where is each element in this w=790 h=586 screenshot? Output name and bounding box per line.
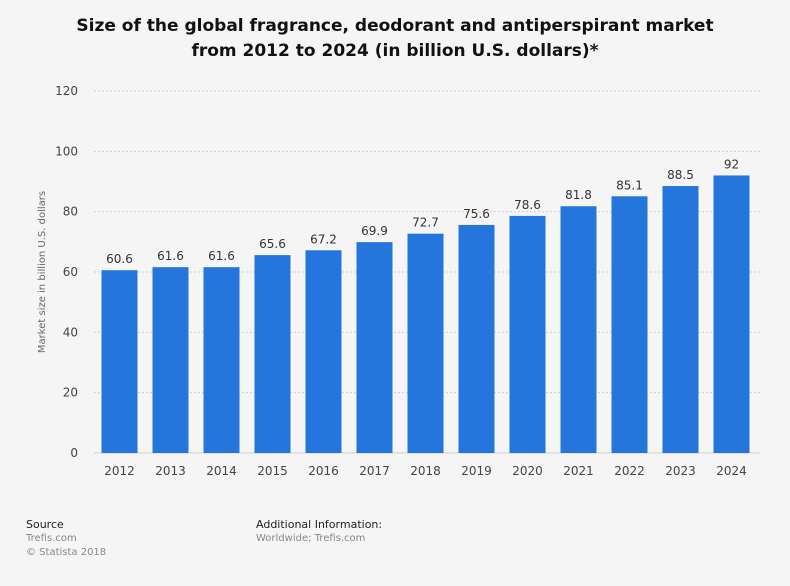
data-label-2012: 60.6 bbox=[106, 252, 133, 266]
y-axis-label: Market size in billion U.S. dollars bbox=[37, 191, 48, 353]
data-label-2023: 88.5 bbox=[667, 168, 694, 182]
source-name: Trefis.com bbox=[26, 533, 77, 544]
y-tick-label: 60 bbox=[63, 265, 78, 279]
data-label-2024: 92 bbox=[724, 157, 739, 171]
bar-2016 bbox=[305, 250, 342, 453]
y-tick-label: 100 bbox=[55, 144, 78, 158]
bar-2024 bbox=[713, 175, 750, 453]
data-label-2021: 81.8 bbox=[565, 188, 592, 202]
bar-2020 bbox=[509, 215, 546, 453]
bar-chart: 0 20 40 60 80 100 120 60.6 61.6 61.6 65.6 67.2 69.9… bbox=[37, 84, 760, 478]
x-tick-label-2016: 2016 bbox=[308, 464, 339, 478]
x-tick-label-2021: 2021 bbox=[563, 464, 594, 478]
x-tick-label-2017: 2017 bbox=[359, 464, 390, 478]
x-tick-label-2020: 2020 bbox=[512, 464, 543, 478]
copyright: © Statista 2018 bbox=[26, 547, 107, 558]
x-tick-label-2018: 2018 bbox=[410, 464, 441, 478]
bar-2019 bbox=[458, 224, 495, 453]
source-block: Source Trefis.com © Statista 2018 bbox=[26, 518, 106, 560]
y-tick-label: 80 bbox=[63, 205, 78, 219]
bar-2015 bbox=[254, 255, 291, 453]
x-tick-label-2012: 2012 bbox=[104, 464, 135, 478]
data-labels: 60.6 61.6 61.6 65.6 67.2 69.9 72.7 75.6 78.6 81.8… bbox=[106, 157, 739, 266]
bar-2023 bbox=[662, 186, 699, 453]
bars bbox=[101, 175, 750, 453]
additional-info-heading: Additional Information: bbox=[256, 518, 383, 531]
y-tick-label: 120 bbox=[55, 84, 78, 98]
additional-info-block: Additional Information: Worldwide; Trefi… bbox=[256, 518, 382, 546]
data-label-2018: 72.7 bbox=[412, 216, 439, 230]
bar-2017 bbox=[356, 242, 393, 453]
x-tick-label-2019: 2019 bbox=[461, 464, 492, 478]
x-tick-label-2015: 2015 bbox=[257, 464, 288, 478]
bar-2014 bbox=[203, 267, 240, 453]
y-axis-ticks: 0 20 40 60 80 100 120 bbox=[55, 84, 78, 460]
x-tick-label-2023: 2023 bbox=[665, 464, 696, 478]
x-tick-label-2022: 2022 bbox=[614, 464, 645, 478]
source-heading: Source bbox=[26, 518, 64, 531]
data-label-2016: 67.2 bbox=[310, 232, 337, 246]
y-tick-label: 40 bbox=[63, 325, 78, 339]
bar-2021 bbox=[560, 206, 597, 453]
chart-title-line-1: Size of the global fragrance, deodorant … bbox=[76, 16, 714, 36]
data-label-2013: 61.6 bbox=[157, 249, 184, 263]
chart-title: Size of the global fragrance, deodorant … bbox=[40, 14, 750, 64]
data-label-2020: 78.6 bbox=[514, 198, 541, 212]
y-tick-label: 20 bbox=[63, 386, 78, 400]
y-tick-label: 0 bbox=[70, 446, 78, 460]
bar-2018 bbox=[407, 233, 444, 453]
x-tick-label-2014: 2014 bbox=[206, 464, 237, 478]
data-label-2022: 85.1 bbox=[616, 178, 643, 192]
bar-2012 bbox=[101, 270, 138, 453]
bar-2013 bbox=[152, 267, 189, 453]
data-label-2014: 61.6 bbox=[208, 249, 235, 263]
data-label-2015: 65.6 bbox=[259, 237, 286, 251]
x-axis-ticks: 2012 2013 2014 2015 2016 2017 2018 2019 2020 2021… bbox=[104, 464, 747, 478]
bar-2022 bbox=[611, 196, 648, 453]
data-label-2019: 75.6 bbox=[463, 207, 490, 221]
x-tick-label-2024: 2024 bbox=[716, 464, 747, 478]
additional-info-text: Worldwide; Trefis.com bbox=[256, 533, 366, 544]
chart-title-line-2: from 2012 to 2024 (in billion U.S. dolla… bbox=[191, 41, 599, 61]
data-label-2017: 69.9 bbox=[361, 224, 388, 238]
x-tick-label-2013: 2013 bbox=[155, 464, 186, 478]
